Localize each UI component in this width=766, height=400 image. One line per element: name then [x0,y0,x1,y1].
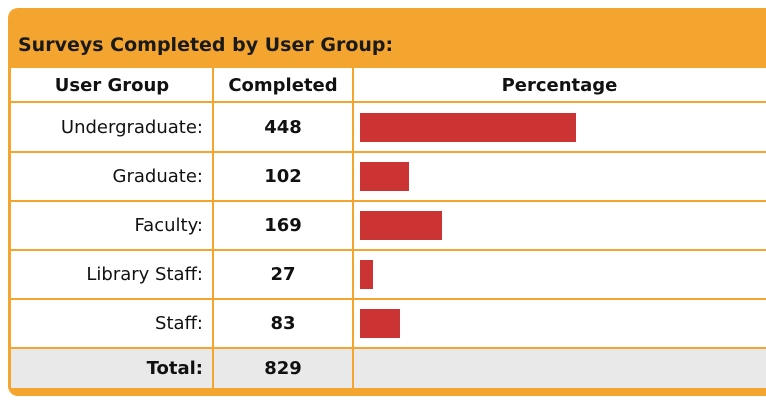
table: User Group Completed Percentage Undergradua… [11,68,766,388]
percentage-bar [360,113,577,142]
group-label: Staff: [155,313,203,334]
total-value: 829 [264,357,302,379]
completed-value: 169 [264,215,302,236]
group-label: Library Staff: [86,264,203,285]
column-header: Completed [228,74,338,96]
group-label: Undergraduate: [60,117,203,138]
percentage-bar [360,162,410,191]
percentage-bar [360,309,401,338]
column-header: User Group [54,74,170,96]
row-divider [11,298,766,300]
row-divider [11,347,766,349]
row-divider [11,200,766,202]
completed-value: 83 [270,313,296,334]
row-divider [11,101,766,103]
total-row-bg [11,348,766,388]
completed-value: 27 [270,264,296,285]
row-divider [11,151,766,153]
title: Surveys Completed by User Group: [18,34,394,56]
column-divider [352,68,354,388]
group-label: Graduate: [112,166,203,187]
percentage-bar [360,260,374,289]
column-header: Percentage [501,74,618,96]
column-divider [212,68,214,388]
completed-value: 448 [264,117,302,138]
total-label: Total: [146,357,203,379]
percentage-bar [360,211,442,240]
group-label: Faculty: [134,215,203,236]
completed-value: 102 [264,166,302,187]
row-divider [11,249,766,251]
